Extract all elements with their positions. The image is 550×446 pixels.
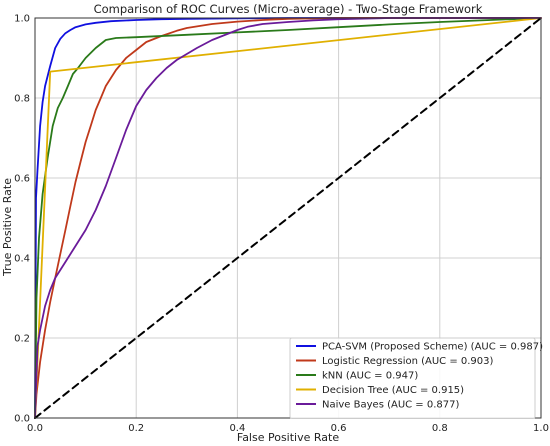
x-tick-label: 0.8: [432, 423, 448, 434]
legend-box: [289, 337, 536, 419]
legend-label: Logistic Regression (AUC = 0.903): [322, 356, 494, 367]
roc-curve-4: [34, 17, 542, 419]
y-tick-label: 0.2: [14, 334, 30, 345]
chance-diagonal-line: [34, 17, 542, 419]
plot-frame: [34, 17, 542, 419]
x-tick-label: 0.6: [331, 423, 347, 434]
legend-label: kNN (AUC = 0.947): [322, 371, 418, 382]
legend-label: Decision Tree (AUC = 0.915): [322, 385, 464, 396]
y-axis-label: True Positive Rate: [1, 178, 14, 277]
roc-curve-3: [34, 17, 542, 419]
chart-title: Comparison of ROC Curves (Micro-average)…: [94, 2, 483, 16]
legend: PCA-SVM (Proposed Scheme) (AUC = 0.987) L…: [289, 337, 543, 419]
y-tick-label: 1.0: [14, 14, 30, 25]
legend-label: PCA-SVM (Proposed Scheme) (AUC = 0.987): [322, 342, 543, 353]
legend-label: Naive Bayes (AUC = 0.877): [322, 400, 459, 411]
x-tick-label: 0.2: [128, 423, 144, 434]
y-tick-label: 0.4: [14, 254, 30, 265]
plot-area: 0.0 0.2 0.4 0.6 0.8 1.0 0.0 0.2 0.4 0.6 0.8 1.0: [14, 14, 549, 435]
x-tick-label: 1.0: [533, 423, 549, 434]
x-axis-label: False Positive Rate: [237, 431, 339, 444]
x-tick-label: 0.4: [229, 423, 245, 434]
y-tick-label: 0.6: [14, 174, 30, 185]
x-tick-label: 0.0: [27, 423, 43, 434]
y-tick-label: 0.8: [14, 94, 30, 105]
y-tick-label: 0.0: [14, 414, 30, 425]
roc-curve-0: [34, 17, 542, 419]
